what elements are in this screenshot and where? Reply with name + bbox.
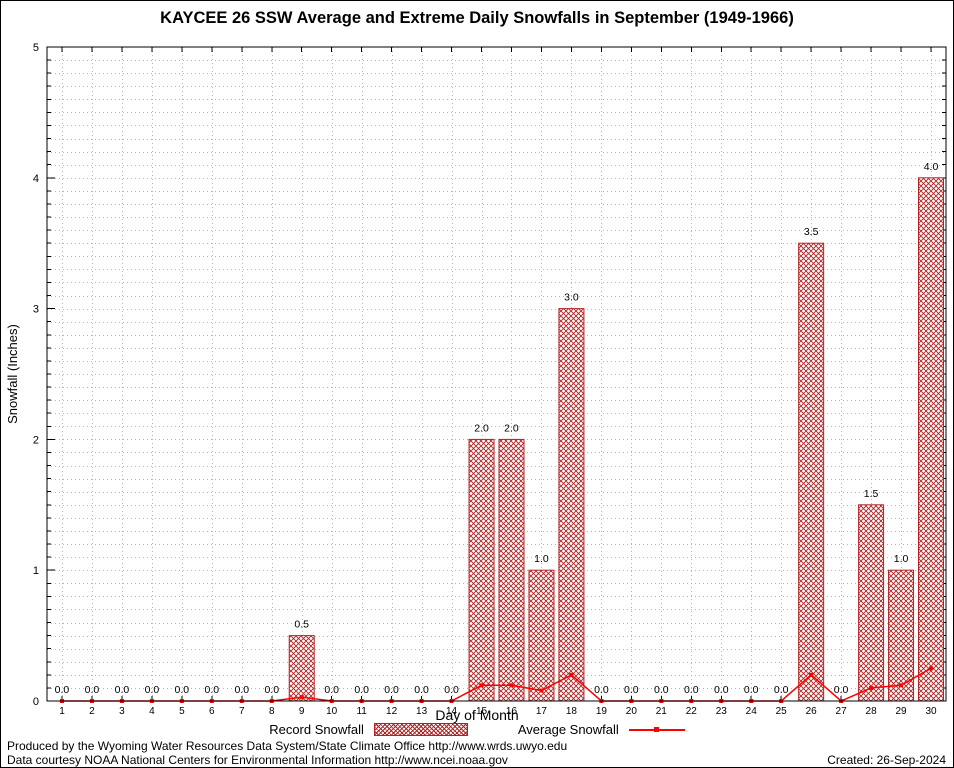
svg-text:29: 29 (895, 706, 907, 717)
svg-text:13: 13 (416, 706, 428, 717)
record-bar (918, 177, 945, 702)
plot-border (46, 46, 947, 702)
svg-text:4: 4 (149, 706, 155, 717)
svg-text:0.0: 0.0 (324, 684, 339, 696)
svg-text:18: 18 (566, 706, 578, 717)
svg-text:2.0: 2.0 (504, 422, 519, 434)
svg-text:2: 2 (33, 434, 39, 446)
footer-data-courtesy: Data courtesy NOAA National Centers for … (7, 753, 508, 767)
record-bar (528, 569, 555, 702)
svg-text:11: 11 (356, 706, 367, 717)
svg-text:3.0: 3.0 (564, 292, 579, 304)
bar-value-labels: 0.0 0.0 0.0 0.0 0.0 0.0 0.0 0.0 0.5 0.0 0.0 0.0 0.0 0… (55, 161, 939, 696)
average-marker-icon (653, 727, 659, 732)
svg-text:17: 17 (536, 706, 548, 717)
svg-text:0.0: 0.0 (175, 684, 190, 696)
record-swatch-icon (373, 723, 468, 736)
x-tick-labels: 1 2 3 4 5 6 7 8 9 10 11 12 13 14 15 16 17 18 19 20 21 22 23 24 2… (59, 706, 937, 717)
svg-text:0.0: 0.0 (205, 684, 220, 696)
svg-text:0.0: 0.0 (264, 684, 279, 696)
svg-text:23: 23 (716, 706, 728, 717)
legend-record-label: Record Snowfall (269, 722, 364, 737)
record-bar (798, 242, 825, 702)
svg-text:8: 8 (269, 706, 275, 717)
svg-text:1.0: 1.0 (894, 553, 909, 565)
svg-text:0.0: 0.0 (55, 684, 70, 696)
svg-text:12: 12 (386, 706, 398, 717)
svg-text:1: 1 (59, 706, 65, 717)
svg-text:26: 26 (806, 706, 818, 717)
chart-legend: Record Snowfall Average Snowfall (1, 722, 953, 737)
svg-text:30: 30 (925, 706, 937, 717)
svg-text:22: 22 (686, 706, 698, 717)
legend-average-label: Average Snowfall (517, 722, 619, 737)
svg-text:0.0: 0.0 (384, 684, 399, 696)
svg-text:7: 7 (239, 706, 245, 717)
svg-text:2.0: 2.0 (474, 422, 489, 434)
svg-text:1.0: 1.0 (534, 553, 549, 565)
footer-produced-by: Produced by the Wyoming Water Resources … (7, 739, 568, 753)
svg-text:5: 5 (33, 42, 39, 54)
svg-text:15: 15 (476, 706, 488, 717)
record-bar (858, 504, 885, 702)
svg-text:20: 20 (626, 706, 638, 717)
svg-text:2: 2 (89, 706, 95, 717)
svg-text:0: 0 (33, 696, 39, 708)
legend-item-record: Record Snowfall (269, 722, 468, 737)
svg-text:0.0: 0.0 (414, 684, 429, 696)
svg-text:0.0: 0.0 (684, 684, 699, 696)
svg-text:19: 19 (596, 706, 608, 717)
svg-text:24: 24 (746, 706, 758, 717)
created-date: Created: 26-Sep-2024 (827, 753, 946, 767)
chart-title: KAYCEE 26 SSW Average and Extreme Daily … (160, 9, 794, 27)
x-axis-label: Day of Month (435, 707, 519, 723)
record-bars (288, 177, 945, 702)
svg-text:3: 3 (33, 304, 39, 316)
svg-text:28: 28 (866, 706, 878, 717)
record-bar (498, 438, 525, 702)
svg-text:0.0: 0.0 (774, 684, 789, 696)
y-axis-label: Snowfall (Inches) (5, 324, 20, 424)
svg-text:0.0: 0.0 (444, 684, 459, 696)
record-bar (288, 635, 315, 702)
svg-text:1: 1 (33, 565, 39, 577)
svg-text:5: 5 (179, 706, 185, 717)
svg-text:9: 9 (299, 706, 305, 717)
svg-text:14: 14 (446, 706, 458, 717)
y-tick-labels: 0 1 2 3 4 5 (33, 42, 39, 708)
svg-text:0.0: 0.0 (85, 684, 100, 696)
svg-text:25: 25 (776, 706, 788, 717)
svg-text:4: 4 (33, 173, 39, 185)
svg-text:0.0: 0.0 (354, 684, 369, 696)
svg-text:4.0: 4.0 (924, 161, 939, 173)
svg-text:0.0: 0.0 (115, 684, 130, 696)
svg-text:1.5: 1.5 (864, 488, 879, 500)
svg-text:0.0: 0.0 (594, 684, 609, 696)
svg-text:0.0: 0.0 (834, 684, 849, 696)
record-bar (558, 308, 585, 702)
svg-text:0.0: 0.0 (234, 684, 249, 696)
svg-text:0.0: 0.0 (654, 684, 669, 696)
svg-text:0.0: 0.0 (624, 684, 639, 696)
svg-text:6: 6 (209, 706, 215, 717)
svg-text:0.5: 0.5 (294, 619, 309, 631)
legend-item-average: Average Snowfall (518, 722, 685, 737)
svg-text:27: 27 (836, 706, 848, 717)
svg-text:21: 21 (656, 706, 668, 717)
svg-text:0.0: 0.0 (714, 684, 729, 696)
average-line-icon (628, 727, 685, 732)
svg-text:3: 3 (119, 706, 125, 717)
record-bar (888, 569, 915, 702)
record-bar (468, 438, 495, 702)
svg-text:0.0: 0.0 (744, 684, 759, 696)
svg-text:0.0: 0.0 (145, 684, 160, 696)
svg-text:10: 10 (326, 706, 338, 717)
svg-text:3.5: 3.5 (804, 226, 819, 238)
svg-text:16: 16 (506, 706, 518, 717)
